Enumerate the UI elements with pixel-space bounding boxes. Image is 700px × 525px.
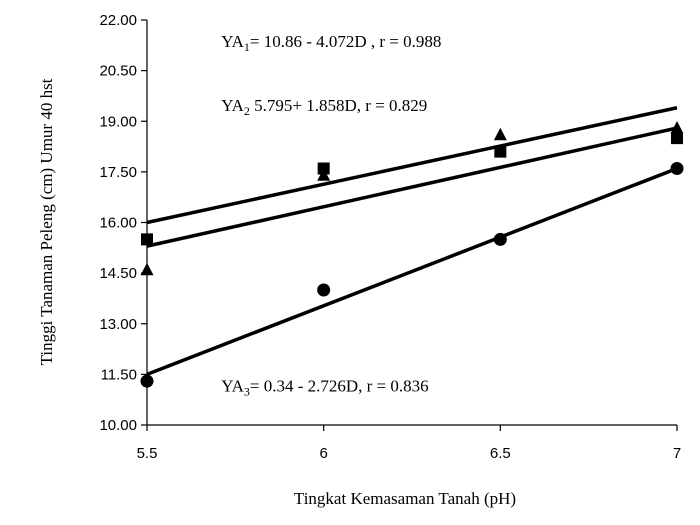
triangle-marker (140, 262, 154, 276)
circle-marker (140, 374, 154, 388)
fit-lines (146, 106, 678, 377)
fit-line-triangle (146, 106, 678, 225)
y-tick-label: 10.00 (99, 417, 137, 434)
equation-annotations: YA1= 10.86 - 4.072D , r = 0.988 YA2 5.795… (221, 32, 441, 398)
x-tick-label: 7 (673, 445, 681, 462)
equation-label-3: YA3= 0.34 - 2.726D, r = 0.836 (221, 376, 428, 398)
x-tick-label: 5.5 (137, 445, 158, 462)
equation-label-1: YA1= 10.86 - 4.072D , r = 0.988 (221, 32, 441, 54)
fit-line-circle (146, 166, 678, 377)
circle-marker (493, 232, 507, 246)
axes (141, 19, 678, 431)
data-markers (140, 121, 684, 388)
y-tick-label: 17.50 (99, 164, 137, 181)
triangle-marker (317, 168, 331, 181)
tick-labels: 10.00 11.50 13.00 14.50 16.00 17.50 19.00 20.50… (99, 12, 681, 462)
y-tick-label: 22.00 (99, 12, 137, 29)
y-tick-label: 14.50 (99, 265, 137, 282)
y-tick-label: 11.50 (101, 366, 137, 383)
triangle-marker (670, 121, 684, 134)
y-tick-label: 20.50 (99, 63, 137, 80)
x-tick-label: 6.5 (490, 445, 511, 462)
y-tick-label: 16.00 (99, 215, 137, 232)
y-tick-label: 13.00 (99, 316, 137, 333)
x-axis-title: Tingkat Kemasaman Tanah (pH) (294, 489, 516, 508)
fit-line-square (146, 126, 678, 248)
y-axis-title: Tinggi Tanaman Peleng (cm) Umur 40 hst (37, 78, 56, 365)
square-marker (671, 132, 683, 145)
y-tick-label: 19.00 (99, 113, 137, 130)
triangle-marker (493, 127, 507, 141)
equation-label-2: YA2 5.795+ 1.858D, r = 0.829 (221, 96, 427, 118)
square-marker (141, 233, 153, 246)
circle-marker (317, 283, 331, 297)
x-tick-label: 6 (319, 445, 327, 462)
square-marker (494, 145, 507, 158)
circle-marker (670, 162, 684, 175)
